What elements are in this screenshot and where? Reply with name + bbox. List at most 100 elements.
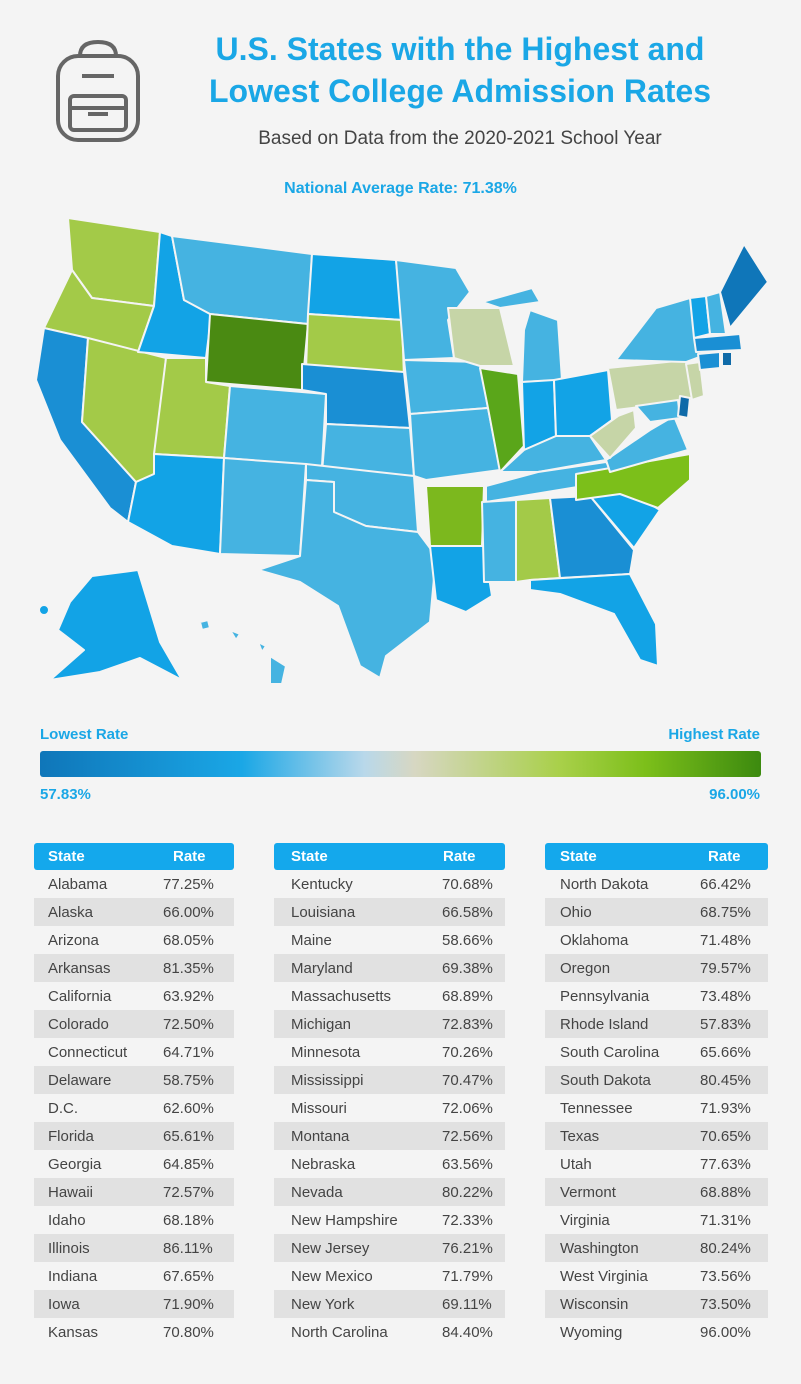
table-row: Idaho 68.18% (34, 1206, 234, 1234)
admission-rate: 58.66% (442, 932, 493, 949)
table-row: Arkansas 81.35% (34, 954, 234, 982)
table-row: Vermont 68.88% (545, 1178, 768, 1206)
state-name: Maine (291, 932, 332, 949)
title-line-1: U.S. States with the Highest and (215, 31, 705, 67)
table-row: Utah 77.63% (545, 1150, 768, 1178)
state-name: New Jersey (291, 1240, 370, 1257)
state-connecticut (697, 351, 721, 371)
admission-rate: 80.45% (700, 1072, 751, 1089)
admission-rate: 68.05% (163, 932, 214, 949)
table-row: Rhode Island 57.83% (545, 1010, 768, 1038)
table-row: South Carolina 65.66% (545, 1038, 768, 1066)
admission-rate: 86.11% (163, 1240, 213, 1257)
state-texas (257, 479, 437, 679)
state-name: Iowa (48, 1296, 80, 1313)
table-row: Florida 65.61% (34, 1122, 234, 1150)
admission-rate: 72.06% (442, 1100, 493, 1117)
state-name: Idaho (48, 1212, 86, 1229)
us-map (35, 217, 769, 685)
state-name: Nevada (291, 1184, 343, 1201)
table-row: Maryland 69.38% (274, 954, 505, 982)
table-header: State Rate (545, 843, 768, 870)
table-row: Arizona 68.05% (34, 926, 234, 954)
state-rhode-island (721, 351, 733, 367)
admission-rate: 80.24% (700, 1240, 751, 1257)
table-row: Wisconsin 73.50% (545, 1290, 768, 1318)
state-new-york (615, 297, 703, 363)
table-row: Indiana 67.65% (34, 1262, 234, 1290)
state-pennsylvania (607, 359, 697, 411)
header-state: State (291, 848, 328, 865)
table-row: D.C. 62.60% (34, 1094, 234, 1122)
legend-low-label: Lowest Rate (40, 726, 129, 743)
admission-rate: 71.90% (163, 1296, 214, 1313)
state-name: Colorado (48, 1016, 109, 1033)
admission-rate: 64.85% (163, 1156, 214, 1173)
admission-rate: 68.88% (700, 1184, 751, 1201)
admission-rate: 79.57% (700, 960, 751, 977)
state-name: Minnesota (291, 1044, 361, 1061)
state-name: Wyoming (560, 1324, 623, 1341)
admission-rate: 70.68% (442, 876, 493, 893)
table-row: Georgia 64.85% (34, 1150, 234, 1178)
table-row: Missouri 72.06% (274, 1094, 505, 1122)
state-name: Georgia (48, 1156, 102, 1173)
state-name: Alaska (48, 904, 94, 921)
table-row: New Mexico 71.79% (274, 1262, 505, 1290)
state-massachusetts (693, 333, 743, 353)
table-row: Louisiana 66.58% (274, 898, 505, 926)
admission-rate: 65.66% (700, 1044, 751, 1061)
state-new-jersey (685, 361, 705, 401)
admission-rate: 76.21% (442, 1240, 493, 1257)
state-name: Kansas (48, 1324, 99, 1341)
state-name: Maryland (291, 960, 353, 977)
table-row: New Hampshire 72.33% (274, 1206, 505, 1234)
state-colorado (223, 385, 327, 467)
state-name: Rhode Island (560, 1016, 649, 1033)
admission-rate: 81.35% (163, 960, 214, 977)
state-wisconsin (447, 307, 515, 367)
table-row: Texas 70.65% (545, 1122, 768, 1150)
table-row: Wyoming 96.00% (545, 1318, 768, 1346)
admission-rate: 72.83% (442, 1016, 493, 1033)
state-hawaii (199, 619, 287, 685)
table-row: Montana 72.56% (274, 1122, 505, 1150)
admission-rate: 69.38% (442, 960, 493, 977)
table-row: Hawaii 72.57% (34, 1178, 234, 1206)
admission-rate: 66.42% (700, 876, 751, 893)
state-name: Oregon (560, 960, 611, 977)
state-maine (719, 243, 769, 329)
state-new-hampshire (705, 291, 727, 335)
admission-rate: 71.31% (700, 1212, 751, 1229)
state-louisiana (429, 545, 493, 613)
state-name: Louisiana (291, 904, 356, 921)
state-name: South Dakota (560, 1072, 651, 1089)
national-average: National Average Rate: 71.38% (284, 180, 517, 197)
admission-rate: 84.40% (442, 1324, 493, 1341)
page-subtitle: Based on Data from the 2020-2021 School … (258, 128, 662, 149)
table-row: North Dakota 66.42% (545, 870, 768, 898)
admission-rate: 71.48% (700, 932, 751, 949)
state-west-virginia (589, 409, 637, 459)
state-delaware (677, 395, 691, 419)
header-rate: Rate (173, 848, 206, 865)
admission-rate: 72.33% (442, 1212, 493, 1229)
state-name: South Carolina (560, 1044, 660, 1061)
table-row: Nevada 80.22% (274, 1178, 505, 1206)
admission-rate: 73.50% (700, 1296, 751, 1313)
state-name: Alabama (48, 876, 108, 893)
state-name: North Carolina (291, 1324, 388, 1341)
table-row: California 63.92% (34, 982, 234, 1010)
table-row: Illinois 86.11% (34, 1234, 234, 1262)
table-row: Mississippi 70.47% (274, 1066, 505, 1094)
admission-rate: 63.56% (442, 1156, 493, 1173)
state-name: Oklahoma (560, 932, 629, 949)
state-name: Kentucky (291, 876, 353, 893)
state-michigan-up (481, 287, 541, 309)
table-row: Virginia 71.31% (545, 1206, 768, 1234)
state-name: Ohio (560, 904, 592, 921)
admission-rate: 96.00% (700, 1324, 751, 1341)
admission-rate: 70.80% (163, 1324, 214, 1341)
table-rows: Kentucky 70.68% Louisiana 66.58% Maine 58.66%… (274, 870, 505, 1346)
state-name: West Virginia (560, 1268, 648, 1285)
